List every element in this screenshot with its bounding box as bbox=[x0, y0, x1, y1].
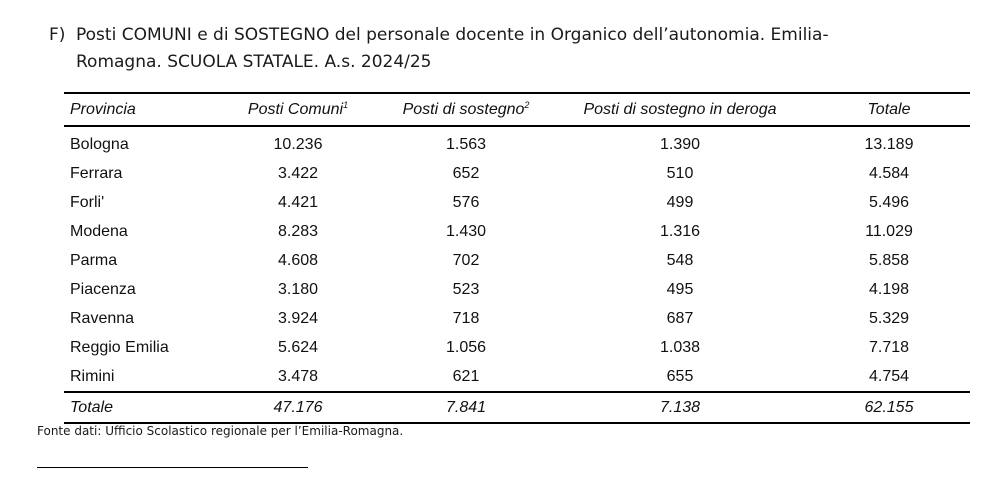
cell-posti-deroga: 548 bbox=[666, 251, 694, 269]
cell-provincia: Ravenna bbox=[70, 309, 135, 327]
total-row: Totale 47.176 7.841 7.138 62.155 bbox=[64, 391, 970, 424]
cell-totale: 5.858 bbox=[868, 251, 910, 269]
total-posti-deroga: 7.138 bbox=[552, 391, 808, 424]
cell-provincia: Modena bbox=[70, 222, 128, 240]
cell-posti-sostegno: 576 bbox=[452, 193, 480, 211]
total-label: Totale bbox=[64, 391, 216, 424]
header-posti-sostegno: Posti di sostegno2 bbox=[380, 92, 552, 127]
source-note: Fonte dati: Ufficio Scolastico regionale… bbox=[37, 424, 404, 438]
title-letter: F) bbox=[49, 25, 66, 45]
title-line-1: F) Posti COMUNI e di SOSTEGNO del persona… bbox=[49, 22, 959, 49]
cell-totale: 4.198 bbox=[868, 280, 910, 298]
footnote-marker-1: 1 bbox=[343, 99, 349, 110]
table-row: Bologna 10.236 1.563 1.390 13.189 bbox=[64, 126, 970, 159]
table-row: Forli' 4.421 576 499 5.496 bbox=[64, 188, 970, 217]
cell-totale: 5.496 bbox=[868, 193, 910, 211]
cell-totale: 7.718 bbox=[868, 338, 910, 356]
cell-totale: 5.329 bbox=[868, 309, 910, 327]
cell-provincia: Rimini bbox=[70, 367, 115, 385]
cell-posti-comuni: 10.236 bbox=[273, 135, 323, 153]
cell-posti-sostegno: 702 bbox=[452, 251, 480, 269]
cell-posti-comuni: 8.283 bbox=[277, 222, 319, 240]
cell-provincia: Piacenza bbox=[70, 280, 136, 298]
title-text-line-1: Posti COMUNI e di SOSTEGNO del personale… bbox=[76, 25, 829, 45]
header-provincia: Provincia bbox=[64, 92, 216, 127]
header-row: Provincia Posti Comuni1 Posti di sostegn… bbox=[64, 92, 970, 127]
cell-posti-comuni: 3.180 bbox=[277, 280, 319, 298]
table-body: Bologna 10.236 1.563 1.390 13.189 Ferrar… bbox=[64, 126, 970, 392]
cell-posti-sostegno: 1.563 bbox=[445, 135, 487, 153]
table-title: F) Posti COMUNI e di SOSTEGNO del persona… bbox=[49, 22, 959, 76]
cell-posti-sostegno: 523 bbox=[452, 280, 480, 298]
cell-posti-deroga: 1.316 bbox=[659, 222, 701, 240]
cell-posti-deroga: 510 bbox=[666, 164, 694, 182]
cell-posti-sostegno: 718 bbox=[452, 309, 480, 327]
table-row: Parma 4.608 702 548 5.858 bbox=[64, 246, 970, 275]
cell-posti-sostegno: 652 bbox=[452, 164, 480, 182]
cell-posti-sostegno: 1.056 bbox=[445, 338, 487, 356]
footnote-divider bbox=[37, 467, 308, 468]
cell-posti-comuni: 4.608 bbox=[277, 251, 319, 269]
cell-posti-comuni: 5.624 bbox=[277, 338, 319, 356]
cell-provincia: Parma bbox=[70, 251, 118, 269]
table-row: Piacenza 3.180 523 495 4.198 bbox=[64, 275, 970, 304]
total-posti-sostegno: 7.841 bbox=[380, 391, 552, 424]
cell-provincia: Bologna bbox=[70, 135, 129, 153]
cell-totale: 11.029 bbox=[865, 222, 913, 240]
header-posti-deroga: Posti di sostegno in deroga bbox=[552, 92, 808, 127]
cell-provincia: Ferrara bbox=[70, 164, 123, 182]
cell-posti-comuni: 3.478 bbox=[277, 367, 319, 385]
data-table: Provincia Posti Comuni1 Posti di sostegn… bbox=[64, 92, 970, 424]
header-posti-comuni-label: Posti Comuni bbox=[247, 100, 344, 118]
cell-provincia: Forli' bbox=[70, 193, 105, 211]
cell-posti-comuni: 3.924 bbox=[277, 309, 319, 327]
total-totale: 62.155 bbox=[808, 391, 970, 424]
cell-posti-deroga: 687 bbox=[666, 309, 694, 327]
table-header: Provincia Posti Comuni1 Posti di sostegn… bbox=[64, 92, 970, 127]
total-posti-comuni: 47.176 bbox=[216, 391, 380, 424]
cell-provincia: Reggio Emilia bbox=[70, 338, 169, 356]
title-text-line-2: Romagna. SCUOLA STATALE. A.s. 2024/25 bbox=[76, 52, 432, 72]
cell-posti-deroga: 1.038 bbox=[659, 338, 701, 356]
table-row: Modena 8.283 1.430 1.316 11.029 bbox=[64, 217, 970, 246]
cell-posti-comuni: 3.422 bbox=[277, 164, 319, 182]
cell-posti-deroga: 499 bbox=[666, 193, 694, 211]
table-row: Reggio Emilia 5.624 1.056 1.038 7.718 bbox=[64, 333, 970, 362]
table-row: Ferrara 3.422 652 510 4.584 bbox=[64, 159, 970, 188]
table-row: Rimini 3.478 621 655 4.754 bbox=[64, 362, 970, 392]
cell-posti-sostegno: 621 bbox=[452, 367, 480, 385]
cell-posti-deroga: 495 bbox=[666, 280, 694, 298]
cell-posti-comuni: 4.421 bbox=[277, 193, 319, 211]
header-posti-comuni: Posti Comuni1 bbox=[216, 92, 380, 127]
footnote-marker-2: 2 bbox=[524, 99, 530, 110]
table-row: Ravenna 3.924 718 687 5.329 bbox=[64, 304, 970, 333]
cell-totale: 13.189 bbox=[864, 135, 914, 153]
cell-posti-deroga: 1.390 bbox=[659, 135, 701, 153]
table-footer: Totale 47.176 7.841 7.138 62.155 bbox=[64, 391, 970, 424]
header-totale: Totale bbox=[808, 92, 970, 127]
cell-totale: 4.584 bbox=[868, 164, 910, 182]
header-posti-sostegno-label: Posti di sostegno bbox=[402, 100, 525, 118]
cell-posti-deroga: 655 bbox=[666, 367, 694, 385]
cell-posti-sostegno: 1.430 bbox=[445, 222, 487, 240]
cell-totale: 4.754 bbox=[868, 367, 910, 385]
